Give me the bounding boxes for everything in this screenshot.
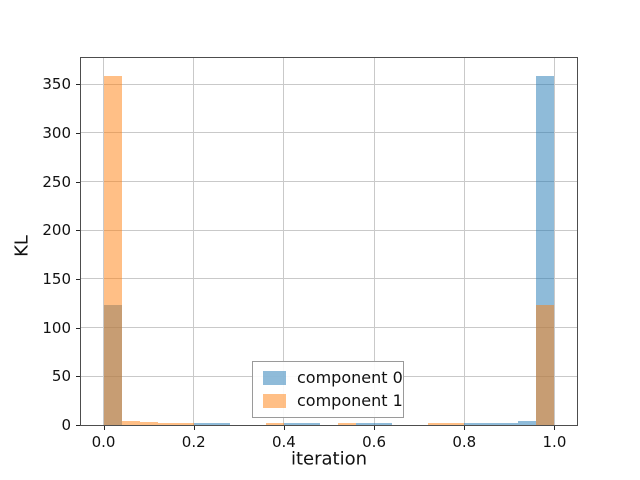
legend-swatch-component-1 — [263, 394, 286, 408]
gridline-horizontal — [81, 229, 577, 231]
histogram-bar-component-1 — [265, 423, 284, 425]
y-tick-label: 300 — [42, 123, 71, 142]
x-tick-mark — [103, 426, 105, 430]
y-tick-label: 50 — [51, 367, 71, 386]
gridline-vertical — [373, 58, 375, 425]
y-tick-mark — [76, 132, 80, 134]
gridline-vertical — [193, 58, 195, 425]
x-tick-label: 0.8 — [452, 433, 477, 451]
histogram-bar-component-0 — [518, 421, 537, 425]
histogram-bar-component-0 — [283, 423, 302, 425]
gridline-horizontal — [81, 181, 577, 183]
histogram-bar-component-1 — [338, 423, 357, 425]
legend: component 0 component 1 — [252, 361, 404, 418]
legend-entry: component 0 — [263, 369, 403, 387]
x-tick-label: 0.4 — [271, 433, 296, 451]
gridline-horizontal — [81, 132, 577, 134]
histogram-bar-component-1 — [175, 423, 194, 425]
y-tick-mark — [76, 327, 80, 329]
histogram-bar-component-0 — [211, 423, 230, 425]
histogram-bar-component-0 — [500, 423, 519, 425]
x-tick-label: 1.0 — [542, 433, 567, 451]
legend-label: component 0 — [297, 368, 403, 387]
gridline-horizontal — [81, 83, 577, 85]
histogram-bar-component-1 — [536, 305, 555, 425]
gridline-horizontal — [81, 424, 577, 425]
legend-swatch-component-0 — [263, 371, 286, 385]
histogram-bar-component-1 — [139, 422, 158, 425]
y-tick-mark — [76, 181, 80, 183]
y-tick-mark — [76, 376, 80, 378]
gridline-horizontal — [81, 327, 577, 329]
y-tick-label: 250 — [42, 172, 71, 191]
y-tick-mark — [76, 278, 80, 280]
y-tick-mark — [76, 230, 80, 232]
histogram-bar-component-0 — [301, 423, 320, 425]
x-tick-mark — [464, 426, 466, 430]
histogram-bar-component-0 — [356, 423, 375, 425]
x-tick-mark — [193, 426, 195, 430]
gridline-horizontal — [81, 278, 577, 280]
x-tick-mark — [283, 426, 285, 430]
histogram-bar-component-0 — [482, 423, 501, 425]
y-tick-label: 200 — [42, 221, 71, 240]
histogram-bar-component-1 — [446, 423, 465, 425]
y-tick-label: 0 — [61, 416, 71, 434]
x-tick-label: 0.2 — [181, 433, 206, 451]
x-tick-mark — [554, 426, 556, 430]
y-tick-mark — [76, 425, 80, 426]
gridline-vertical — [553, 58, 555, 425]
legend-label: component 1 — [297, 391, 403, 410]
histogram-bar-component-1 — [428, 423, 447, 425]
histogram-bar-component-1 — [121, 421, 140, 425]
y-tick-label: 100 — [42, 318, 71, 337]
x-axis-label: iteration — [290, 448, 368, 470]
histogram-bar-component-0 — [374, 423, 393, 425]
gridline-vertical — [463, 58, 465, 425]
x-tick-label: 0.0 — [91, 433, 116, 451]
histogram-bar-component-1 — [157, 423, 176, 425]
y-tick-mark — [76, 84, 80, 86]
histogram-bar-component-0 — [464, 423, 483, 425]
y-tick-label: 150 — [42, 269, 71, 288]
histogram-bar-component-1 — [103, 75, 122, 425]
y-tick-label: 350 — [42, 75, 71, 94]
gridline-vertical — [283, 58, 285, 425]
x-tick-label: 0.6 — [362, 433, 386, 451]
legend-entry: component 1 — [263, 392, 403, 410]
histogram-bar-component-0 — [193, 423, 212, 425]
x-tick-mark — [374, 426, 376, 430]
